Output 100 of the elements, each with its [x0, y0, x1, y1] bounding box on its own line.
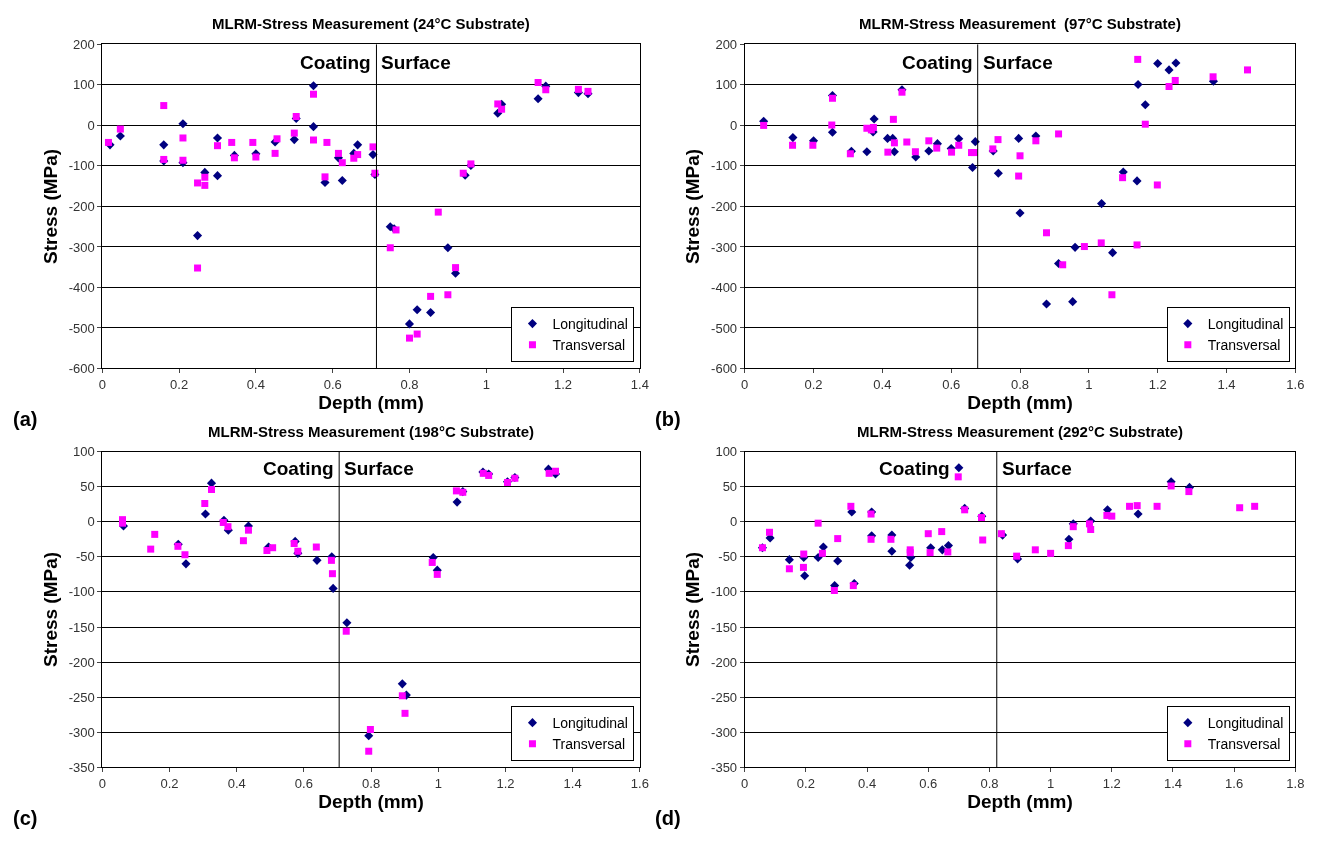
y-tick-label: -350 — [711, 759, 738, 775]
x-tick-label: 0.2 — [796, 775, 815, 791]
y-tick-label: 100 — [73, 77, 95, 93]
x-axis-title: Depth (mm) — [318, 790, 424, 812]
text: (b) — [655, 408, 681, 430]
annotation: Coating — [300, 52, 371, 73]
y-tick-label: -200 — [68, 654, 95, 670]
y-tick-label: -200 — [711, 199, 738, 214]
y-tick-label: -200 — [68, 199, 95, 214]
y-tick-label: -350 — [68, 759, 95, 775]
x-tick-label: 1.4 — [1217, 377, 1236, 393]
x-tick-label: 0.2 — [160, 775, 179, 791]
x-tick-label: 0.8 — [400, 377, 419, 393]
y-tick-label: 0 — [87, 514, 95, 530]
x-tick-label: 1.4 — [1163, 775, 1183, 791]
annotation: Surface — [381, 52, 451, 73]
y-tick-label: -150 — [68, 619, 95, 635]
y-tick-label: -300 — [68, 724, 95, 740]
chart-title: MLRM-Stress Measurement (292°C Substrate) — [857, 423, 1184, 440]
y-tick-label: -250 — [711, 689, 738, 705]
x-tick-label: 1.4 — [563, 775, 582, 791]
y-axis-title: Stress (MPa) — [39, 551, 61, 668]
legend-label: Transversal — [552, 337, 626, 354]
x-tick-label: 0.4 — [227, 775, 246, 791]
y-axis-title: Stress (MPa) — [681, 551, 703, 668]
y-tick-label: -300 — [68, 239, 95, 255]
annotation: Coating — [902, 52, 973, 73]
x-tick-label: 0.6 — [294, 775, 313, 791]
legend-label: Longitudinal — [1207, 715, 1284, 732]
y-tick-label: -50 — [75, 549, 95, 565]
y-tick-label: -300 — [711, 724, 738, 740]
legend-label: Transversal — [552, 736, 626, 753]
legend-label: Longitudinal — [552, 715, 628, 732]
text: (d) — [655, 807, 681, 829]
x-tick-label: 1 — [1085, 377, 1093, 393]
chart-title: MLRM-Stress Measurement (97°C Substrate) — [859, 15, 1181, 32]
y-tick-label: 100 — [715, 444, 738, 460]
y-tick-label: 200 — [715, 36, 738, 52]
x-tick-label: 0.8 — [1010, 377, 1030, 393]
y-tick-label: 200 — [73, 36, 95, 52]
text: (a) — [13, 408, 38, 430]
y-tick-label: -50 — [718, 549, 738, 565]
x-tick-label: 1.6 — [1286, 377, 1305, 393]
y-tick-label: -400 — [711, 280, 738, 296]
y-tick-label: 50 — [722, 479, 738, 495]
x-tick-label: 1.2 — [1148, 377, 1167, 393]
y-tick-label: -250 — [68, 689, 95, 705]
annotation: Coating — [263, 458, 334, 479]
y-tick-label: -600 — [68, 361, 95, 377]
y-tick-label: 0 — [87, 117, 95, 133]
x-tick-label: 1.6 — [1225, 775, 1244, 791]
annotation: Surface — [344, 458, 414, 479]
x-tick-label: 1 — [482, 377, 490, 393]
x-tick-label: 0.4 — [246, 377, 265, 393]
y-axis-title: Stress (MPa) — [39, 148, 61, 264]
x-tick-label: 0 — [98, 377, 106, 393]
x-axis-title: Depth (mm) — [967, 790, 1073, 812]
annotation: Surface — [1002, 458, 1072, 479]
x-tick-label: 1.6 — [630, 775, 649, 791]
x-tick-label: 0 — [741, 377, 749, 393]
text: (c) — [13, 807, 38, 829]
y-tick-label: 100 — [715, 77, 738, 93]
y-tick-label: -100 — [68, 158, 95, 174]
y-tick-label: -300 — [711, 239, 738, 255]
x-tick-label: 0 — [741, 775, 749, 791]
y-tick-label: -600 — [711, 361, 738, 377]
y-tick-label: 0 — [729, 117, 738, 133]
legend-label: Longitudinal — [552, 316, 628, 333]
x-tick-label: 1 — [1047, 775, 1055, 791]
x-tick-label: 1.2 — [1102, 775, 1121, 791]
x-tick-label: 0.8 — [980, 775, 999, 791]
y-tick-label: 100 — [73, 444, 95, 460]
y-tick-label: -200 — [711, 654, 738, 670]
x-tick-label: 0.6 — [919, 775, 938, 791]
y-tick-label: -500 — [68, 320, 95, 336]
y-tick-label: -100 — [711, 584, 738, 600]
annotation: Surface — [983, 52, 1053, 73]
x-tick-label: 0.6 — [942, 377, 961, 393]
x-tick-label: 0.4 — [858, 775, 877, 791]
x-tick-label: 0.2 — [170, 377, 189, 393]
x-tick-label: 1.4 — [630, 377, 649, 393]
legend-label: Longitudinal — [1207, 316, 1284, 333]
y-tick-label: -100 — [711, 158, 738, 174]
chart-title: MLRM-Stress Measurement (24°C Substrate) — [212, 15, 530, 32]
x-tick-label: 0.6 — [323, 377, 342, 393]
legend-label: Transversal — [1207, 736, 1281, 753]
y-tick-label: 0 — [729, 514, 738, 530]
x-tick-label: 0.8 — [362, 775, 381, 791]
x-tick-label: 0 — [98, 775, 106, 791]
x-tick-label: 1.2 — [496, 775, 515, 791]
y-tick-label: -500 — [711, 320, 738, 336]
x-tick-label: 1.2 — [554, 377, 573, 393]
x-tick-label: 1.8 — [1286, 775, 1305, 791]
x-tick-label: 1 — [434, 775, 442, 791]
y-tick-label: -100 — [68, 584, 95, 600]
y-tick-label: 50 — [80, 479, 95, 495]
x-tick-label: 0.4 — [873, 377, 892, 393]
x-axis-title: Depth (mm) — [318, 392, 424, 414]
y-axis-title: Stress (MPa) — [681, 148, 703, 264]
x-axis-title: Depth (mm) — [967, 392, 1073, 414]
